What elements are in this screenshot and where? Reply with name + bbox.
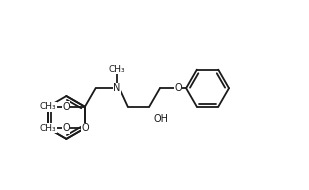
Text: O: O [62, 123, 70, 133]
Text: O: O [81, 123, 89, 133]
Text: CH₃: CH₃ [40, 102, 56, 111]
Text: CH₃: CH₃ [40, 124, 56, 133]
Text: CH₃: CH₃ [109, 65, 125, 74]
Text: N: N [113, 83, 121, 93]
Text: OH: OH [153, 114, 168, 124]
Text: O: O [174, 83, 182, 93]
Text: O: O [62, 102, 70, 112]
